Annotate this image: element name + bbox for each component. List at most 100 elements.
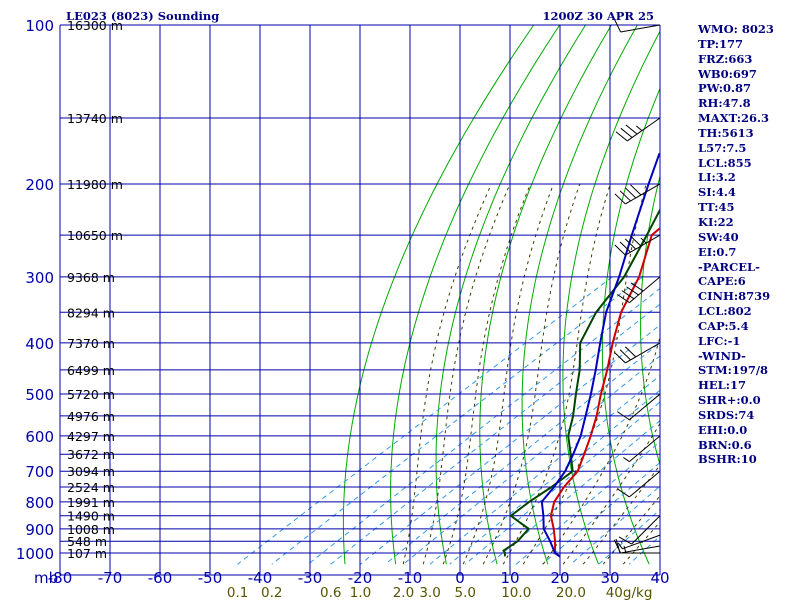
index-item: BSHR:10 bbox=[698, 452, 757, 467]
wind-barb-shaft bbox=[625, 183, 661, 205]
index-item: EHI:0.0 bbox=[698, 422, 748, 437]
mixing-ratio-label: 3.0 bbox=[419, 585, 440, 600]
wind-barb-flag bbox=[619, 349, 631, 361]
mixing-ratio-label: 0.6 bbox=[320, 585, 341, 600]
mixing-ratio-label: 20.0 bbox=[556, 585, 586, 600]
height-label: 3094 m bbox=[67, 464, 115, 479]
parcel-line bbox=[540, 152, 660, 558]
temperature-tick-label: 20 bbox=[550, 569, 569, 587]
dry-adiabat-line bbox=[342, 25, 535, 565]
wind-barb-half-flag bbox=[617, 542, 623, 550]
index-item: SW:40 bbox=[698, 229, 739, 244]
index-item: MAXT:26.3 bbox=[698, 111, 769, 126]
index-item: LCL:855 bbox=[698, 155, 752, 170]
height-label: 10650 m bbox=[67, 228, 123, 243]
pressure-tick-label: 800 bbox=[25, 494, 54, 512]
temperature-tick-label: 30 bbox=[600, 569, 619, 587]
dry-adiabat-line bbox=[435, 25, 586, 565]
wind-barb-shaft bbox=[631, 515, 661, 545]
index-item: SRDS:74 bbox=[698, 407, 755, 422]
temperature-tick-label: -20 bbox=[348, 569, 373, 587]
wind-barb-flag bbox=[630, 235, 642, 247]
pressure-tick-label: 900 bbox=[25, 521, 54, 539]
mixing-ratio-line bbox=[271, 276, 643, 565]
wind-barb-flag bbox=[624, 187, 637, 199]
height-label: 6499 m bbox=[67, 363, 115, 378]
mixing-ratio-line bbox=[429, 374, 660, 565]
mixing-ratio-line bbox=[307, 287, 660, 565]
height-label: 548 m bbox=[67, 534, 107, 549]
mixing-ratio-line bbox=[237, 276, 613, 565]
temperature-tick-label: -70 bbox=[98, 569, 123, 587]
sounding-indices-panel: WMO: 8023 TP:177 FRZ:663 WB0:697 PW:0.87 RH:4… bbox=[698, 22, 774, 467]
mixing-ratio-label: 40g/kg bbox=[606, 585, 653, 600]
wind-barb-flag bbox=[613, 18, 622, 33]
index-item: FRZ:663 bbox=[698, 51, 753, 66]
index-item: -WIND- bbox=[698, 348, 746, 363]
moist-adiabat-line bbox=[462, 183, 554, 565]
mixing-ratio-line bbox=[541, 461, 660, 565]
wind-barb bbox=[614, 183, 661, 205]
wind-barb bbox=[618, 515, 661, 545]
mixing-ratio-label: 5.0 bbox=[455, 585, 476, 600]
height-label: 3672 m bbox=[67, 447, 115, 462]
index-item: SHR+:0.0 bbox=[698, 393, 761, 408]
wind-barb-flag bbox=[617, 294, 630, 304]
height-label: 13740 m bbox=[67, 111, 123, 126]
wind-barb-flag bbox=[617, 488, 630, 498]
moist-adiabat-line bbox=[482, 183, 581, 565]
index-item: CAP:5.4 bbox=[698, 318, 749, 333]
temperature-tick-label: -10 bbox=[398, 569, 423, 587]
wind-barb bbox=[613, 18, 661, 33]
index-item: LCL:802 bbox=[698, 304, 752, 319]
dewpoint-line bbox=[502, 207, 660, 557]
temperature-tick-label: -60 bbox=[148, 569, 173, 587]
height-labels: 16300 m 13740 m 11980 m 10650 m 9368 m 8294 m… bbox=[67, 18, 123, 561]
wind-barb bbox=[614, 342, 661, 364]
height-label: 16300 m bbox=[67, 18, 123, 33]
wind-barb-flag bbox=[630, 184, 642, 196]
wind-barb bbox=[617, 276, 661, 304]
wind-barb-half-flag bbox=[640, 237, 647, 244]
dry-adiabat-line bbox=[562, 30, 660, 565]
wind-barbs bbox=[613, 18, 661, 554]
pressure-tick-label: 500 bbox=[25, 386, 54, 404]
wind-barb-flag bbox=[624, 238, 637, 250]
dry-adiabat-line bbox=[521, 25, 638, 565]
height-label: 1008 m bbox=[67, 522, 115, 537]
index-item: PW:0.87 bbox=[698, 81, 752, 96]
wind-barb-shaft bbox=[625, 342, 661, 364]
wind-barb-flag bbox=[614, 352, 626, 364]
index-item: CAPE:6 bbox=[698, 274, 746, 289]
pressure-tick-label: 700 bbox=[25, 463, 54, 481]
height-label: 1490 m bbox=[67, 509, 115, 524]
wind-barb-half-flag bbox=[623, 457, 630, 462]
wind-barb-shaft bbox=[629, 470, 661, 498]
wind-barb-shaft bbox=[625, 234, 661, 256]
wind-barb-flag bbox=[614, 193, 626, 205]
index-item: SI:4.4 bbox=[698, 185, 736, 200]
temperature-tick-label: 10 bbox=[500, 569, 519, 587]
temperature-tick-label: -50 bbox=[198, 569, 223, 587]
temperature-line bbox=[549, 226, 660, 558]
wind-barb bbox=[617, 470, 661, 498]
dry-adiabat-line bbox=[479, 25, 612, 565]
temperature-tick-label: 0 bbox=[455, 569, 465, 587]
moist-adiabat-line bbox=[422, 183, 511, 565]
wind-barb-shaft bbox=[629, 393, 661, 421]
index-item: L57:7.5 bbox=[698, 140, 747, 155]
mixing-ratio-line bbox=[330, 303, 660, 565]
wind-barb-flag bbox=[614, 244, 626, 256]
pressure-tick-label: 600 bbox=[25, 428, 54, 446]
wind-barb bbox=[617, 393, 661, 421]
mixing-ratio-label: 10.0 bbox=[501, 585, 531, 600]
wind-barb-flag bbox=[626, 286, 639, 296]
pressure-tick-label: 400 bbox=[25, 335, 54, 353]
height-label: 1991 m bbox=[67, 495, 115, 510]
moist-adiabat-line bbox=[602, 495, 660, 565]
pressure-temperature-grid bbox=[59, 24, 661, 576]
wind-barb-flag bbox=[620, 127, 633, 138]
moist-adiabat-line bbox=[542, 334, 660, 565]
temperature-tick-label: -30 bbox=[298, 569, 323, 587]
index-item: CINH:8739 bbox=[698, 289, 771, 304]
